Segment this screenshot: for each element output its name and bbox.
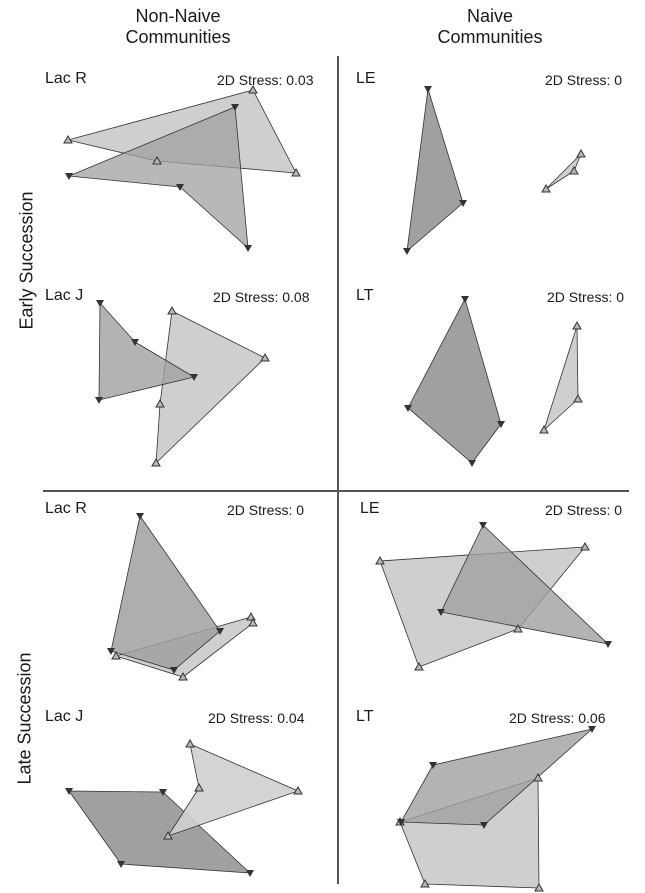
naive-hull — [545, 153, 582, 190]
down-triangle-markers — [437, 522, 612, 648]
down-triangle-markers — [65, 104, 252, 252]
up-triangle-markers — [163, 738, 303, 840]
column-header-non-naive-line1: Non-Naive — [135, 6, 221, 26]
stress-late-naive-top: 2D Stress: 0 — [545, 502, 623, 518]
stress-early-nonnaive-top: 2D Stress: 0.03 — [217, 72, 314, 88]
down-triangle-markers — [403, 86, 467, 255]
down-triangle-markers — [107, 513, 224, 674]
panel-early-nonnaive-bottom — [95, 300, 270, 467]
stress-late-nonnaive-bottom: 2D Stress: 0.04 — [208, 710, 305, 726]
column-header-naive-line1: Naive — [466, 6, 514, 26]
panel-label-early-naive-top: LE — [356, 70, 376, 87]
panel-label-early-naive-bottom: LT — [356, 287, 374, 304]
panel-late-nonnaive-top — [107, 513, 258, 681]
panel-label-early-nonnaive-bottom: Lac J — [45, 287, 84, 304]
up-triangle-markers — [375, 541, 590, 671]
panel-label-late-nonnaive-top: Lac R — [45, 500, 87, 517]
stress-early-naive-top: 2D Stress: 0 — [545, 72, 623, 88]
naive-hull — [167, 743, 300, 837]
panel-late-naive-top — [375, 522, 612, 671]
up-triangle-markers — [541, 148, 586, 193]
panel-late-nonnaive-bottom — [65, 738, 303, 877]
horizontal-divider — [43, 490, 629, 492]
non-naive-hull — [400, 728, 593, 826]
up-triangle-markers — [63, 84, 301, 177]
column-header-naive: Naive Communities — [390, 6, 590, 48]
column-header-non-naive-line2: Communities — [125, 27, 231, 47]
up-triangle-markers — [151, 305, 270, 467]
column-header-naive-line2: Communities — [437, 27, 543, 47]
non-naive-hull — [407, 297, 502, 464]
panel-early-naive-top — [403, 86, 586, 255]
down-triangle-markers — [65, 788, 254, 877]
vertical-divider — [337, 56, 339, 884]
panel-early-naive-bottom — [404, 296, 583, 467]
up-triangle-markers — [111, 611, 258, 681]
column-header-non-naive: Non-Naive Communities — [78, 6, 278, 48]
non-naive-hull — [406, 88, 464, 252]
down-triangle-markers — [397, 726, 596, 829]
panel-early-nonnaive-top — [63, 84, 301, 252]
stress-late-naive-bottom: 2D Stress: 0.06 — [509, 710, 606, 726]
panel-label-early-nonnaive-top: Lac R — [45, 70, 87, 87]
down-triangle-markers — [95, 300, 198, 404]
naive-hull — [155, 310, 266, 465]
non-naive-hull — [440, 524, 610, 645]
panel-label-late-naive-top: LE — [360, 500, 380, 517]
panel-late-naive-bottom — [395, 726, 596, 892]
stress-early-nonnaive-bottom: 2D Stress: 0.08 — [213, 289, 310, 305]
stress-late-nonnaive-top: 2D Stress: 0 — [227, 502, 305, 518]
stress-early-naive-bottom: 2D Stress: 0 — [547, 289, 625, 305]
down-triangle-markers — [404, 296, 505, 467]
up-triangle-markers — [539, 320, 583, 434]
panel-label-late-nonnaive-bottom: Lac J — [45, 708, 84, 725]
naive-hull — [543, 325, 579, 432]
panel-label-late-naive-bottom: LT — [356, 708, 374, 725]
